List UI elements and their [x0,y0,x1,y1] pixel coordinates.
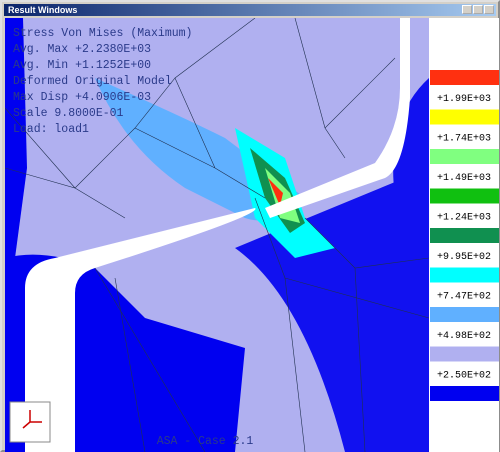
legend-swatch [430,386,499,401]
legend-label: +1.24E+03 [437,213,491,224]
legend-label: +1.99E+03 [437,94,491,105]
contour-red [268,178,283,206]
legend-swatch [430,228,499,243]
info-line: Avg. Max +2.2380E+03 [13,43,151,56]
legend-label: +4.98E+02 [437,331,491,342]
legend-label: +9.95E+02 [437,252,491,263]
legend-swatch [430,307,499,322]
close-button[interactable] [484,5,494,14]
info-line: Stress Von Mises (Maximum) [13,27,192,40]
legend-swatch [430,346,499,362]
window-title: Result Windows [8,5,78,15]
notch-upper [265,18,410,218]
legend-label: +7.47E+02 [437,292,491,303]
info-line: Load: load1 [13,123,89,136]
case-label: ASA - Case 2.1 [157,435,254,448]
notch-lower [25,208,256,452]
legend-label: +2.50E+02 [437,371,491,382]
legend-swatch [430,149,499,164]
info-line: Scale 9.8000E-01 [13,107,124,120]
mesh [5,18,430,452]
legend-swatch [430,188,499,204]
legend-label: +1.49E+03 [437,173,491,184]
legend-label: +1.74E+03 [437,134,491,145]
maximize-button[interactable] [473,5,483,14]
info-line: Deformed Original Model [13,75,172,88]
legend-swatch [430,109,499,125]
axis-icon [22,410,42,429]
viewport: ASA - Case 2.1 Stress Von Mises (Maximum… [5,18,499,452]
info-line: Avg. Min +1.1252E+00 [13,59,151,72]
legend-swatch [430,70,499,85]
title-bar: Result Windows [4,4,496,16]
contour-blue [5,18,27,268]
contour-blue [235,78,429,452]
minimize-button[interactable] [462,5,472,14]
info-line: Max Disp +4.0906E-03 [13,91,151,104]
legend-swatch [430,267,499,283]
